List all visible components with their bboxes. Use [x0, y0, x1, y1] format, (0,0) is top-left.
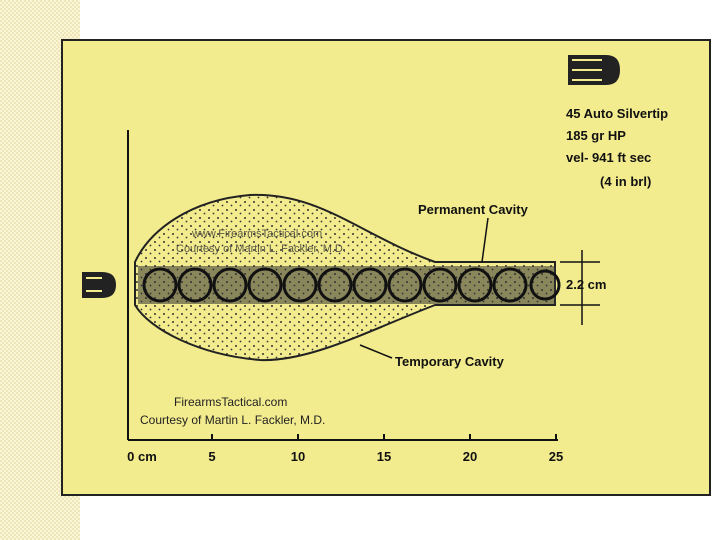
temporary-label: Temporary Cavity	[395, 354, 505, 369]
scale-label: 25	[549, 449, 563, 464]
scale-label: 5	[208, 449, 215, 464]
permanent-label: Permanent Cavity	[418, 202, 529, 217]
credit-author: Courtesy of Martin L. Fackler, M.D.	[140, 413, 325, 427]
bullet-caliber: 45 Auto Silvertip	[566, 106, 668, 121]
axes	[127, 130, 600, 441]
scale-label: 0 cm	[127, 449, 157, 464]
scale-label: 10	[291, 449, 305, 464]
watermark-site: www.FirearmsTactical.com	[191, 228, 322, 240]
scale-label: 15	[377, 449, 391, 464]
bullet-velocity: vel- 941 ft sec	[566, 150, 651, 165]
bullet-icon	[82, 55, 620, 298]
bullet-barrel: (4 in brl)	[600, 174, 651, 189]
scale-label: 20	[463, 449, 477, 464]
credit-site: FirearmsTactical.com	[174, 395, 287, 409]
bullet-weight: 185 gr HP	[566, 128, 626, 143]
width-label: 2.2 cm	[566, 277, 606, 292]
permanent-cavity	[138, 266, 561, 304]
watermark-credit: Courtesy of Martin L. Fackler, M.D.	[176, 243, 346, 255]
